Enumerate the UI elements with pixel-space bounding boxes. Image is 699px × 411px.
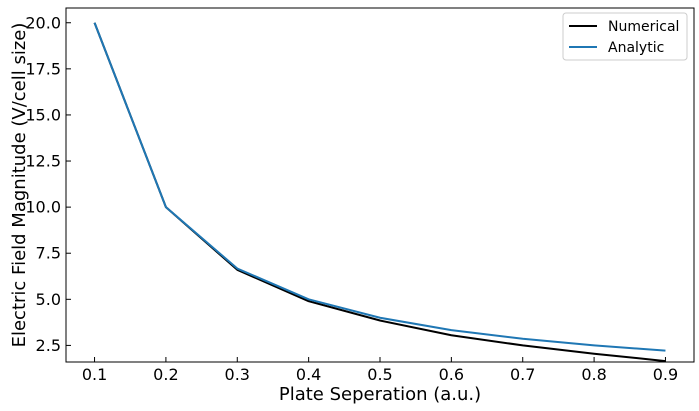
- x-tick-label: 0.2: [153, 365, 178, 384]
- x-axis-label: Plate Seperation (a.u.): [279, 384, 481, 405]
- y-tick-label: 7.5: [36, 244, 61, 263]
- legend-label-analytic: Analytic: [608, 40, 664, 56]
- y-tick-label: 10.0: [25, 198, 61, 217]
- x-tick-label: 0.6: [439, 365, 464, 384]
- legend: Numerical Analytic: [562, 12, 688, 61]
- x-tick-label: 0.8: [581, 365, 606, 384]
- legend-box: [562, 12, 688, 61]
- y-tick-label: 15.0: [25, 105, 61, 124]
- series-line-analytic: [93, 22, 666, 352]
- y-axis-ticks: 2.5 5.0 7.5 10.0 12.5 15.0 17.5 20.0: [25, 13, 71, 355]
- x-tick-label: 0.7: [510, 365, 535, 384]
- x-tick-label: 0.3: [225, 365, 250, 384]
- y-tick-label: 12.5: [25, 152, 61, 171]
- legend-label-numerical: Numerical: [608, 19, 679, 35]
- y-tick-label: 17.5: [25, 59, 61, 78]
- series-layer: [93, 22, 666, 363]
- y-axis-label: Electric Field Magnitude (V/cell size): [9, 23, 30, 348]
- y-tick-label: 20.0: [25, 13, 61, 32]
- x-axis-ticks: 0.1 0.2 0.3 0.4 0.5 0.6 0.7 0.8 0.9: [82, 357, 678, 384]
- x-tick-label: 0.1: [82, 365, 107, 384]
- y-tick-label: 2.5: [36, 336, 61, 355]
- x-tick-label: 0.9: [653, 365, 678, 384]
- y-tick-label: 5.0: [36, 290, 61, 309]
- x-tick-label: 0.5: [367, 365, 392, 384]
- x-tick-label: 0.4: [296, 365, 321, 384]
